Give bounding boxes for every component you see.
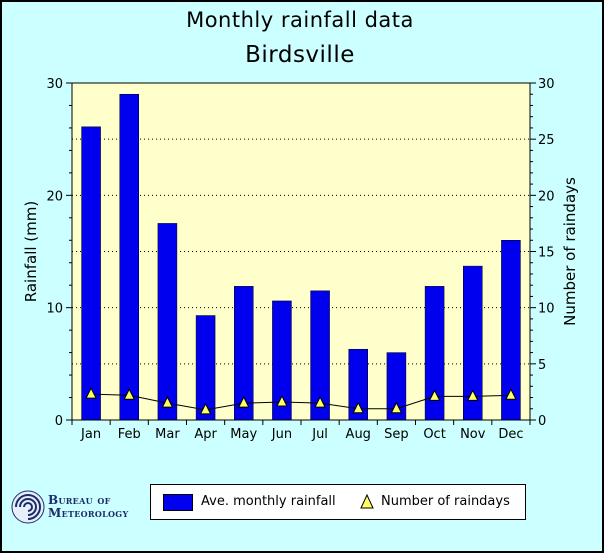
raindays-point-mar <box>161 396 174 408</box>
raindays-point-dec <box>505 388 517 400</box>
raindays-point-jul <box>314 396 326 408</box>
x-tick-label-dec: Dec <box>498 427 523 442</box>
chart-title: Monthly rainfall data <box>186 8 414 32</box>
legend: Ave. monthly rainfall Number of raindays <box>150 484 526 520</box>
y-tick-label: 10 <box>46 302 63 317</box>
logo-line-1: Bureau of <box>48 493 111 507</box>
raindays-point-nov <box>466 389 479 401</box>
legend-label-rainfall: Ave. monthly rainfall <box>201 494 336 509</box>
x-tick-label-mar: Mar <box>155 427 180 442</box>
x-tick-label-aug: Aug <box>346 427 371 442</box>
raindays-line <box>91 393 511 411</box>
bar-jan <box>81 126 101 421</box>
raindays-series <box>85 387 517 415</box>
x-tick-label-apr: Apr <box>194 427 217 442</box>
raindays-point-jun <box>276 394 288 407</box>
axes: 0 10 20 30 0 5 10 15 20 25 30 Jan Feb Mar Apr May Jun Jul… <box>46 77 554 442</box>
y2-tick-label: 10 <box>538 302 555 317</box>
y2-tick-label: 0 <box>538 414 546 429</box>
bar-feb <box>119 93 139 421</box>
y-tick-label: 20 <box>46 189 63 204</box>
raindays-point-may <box>237 396 250 408</box>
raindays-point-aug <box>352 401 365 414</box>
legend-bar-swatch <box>163 494 193 511</box>
legend-label-raindays: Number of raindays <box>381 494 510 509</box>
chart-subtitle: Birdsville <box>245 42 355 68</box>
raindays-point-apr <box>199 402 212 415</box>
x-tick-label-feb: Feb <box>118 427 141 442</box>
logo-line-2: Meteorology <box>48 506 129 520</box>
y-axis-label: Rainfall (mm) <box>22 201 40 302</box>
y2-axis-label: Number of raindays <box>561 177 579 326</box>
x-tick-label-nov: Nov <box>460 427 486 442</box>
x-tick-label-sep: Sep <box>384 427 409 442</box>
y2-tick-label: 5 <box>538 358 546 373</box>
x-tick-label-oct: Oct <box>423 427 445 442</box>
bar-mar <box>157 223 178 421</box>
x-tick-label-jun: Jun <box>271 427 292 442</box>
x-tick-label-jan: Jan <box>80 427 101 442</box>
y-tick-label: 30 <box>46 77 63 92</box>
grid-lines <box>72 138 530 365</box>
raindays-point-feb <box>123 388 136 400</box>
triangle-marker-icon <box>360 493 374 509</box>
y2-tick-label: 20 <box>538 189 555 204</box>
bar-series <box>81 93 521 421</box>
x-tick-label-jul: Jul <box>311 427 328 442</box>
raindays-point-sep <box>390 401 403 414</box>
bom-logo-icon <box>11 490 45 524</box>
y2-tick-label: 30 <box>538 77 555 92</box>
raindays-point-jan <box>85 387 97 399</box>
raindays-point-oct <box>428 389 441 401</box>
bom-logo-text: Bureau of Meteorology <box>48 494 128 520</box>
x-tick-label-may: May <box>230 427 257 442</box>
y-tick-label: 0 <box>55 414 63 429</box>
y2-tick-label: 15 <box>538 246 555 261</box>
y2-tick-label: 25 <box>538 133 555 148</box>
